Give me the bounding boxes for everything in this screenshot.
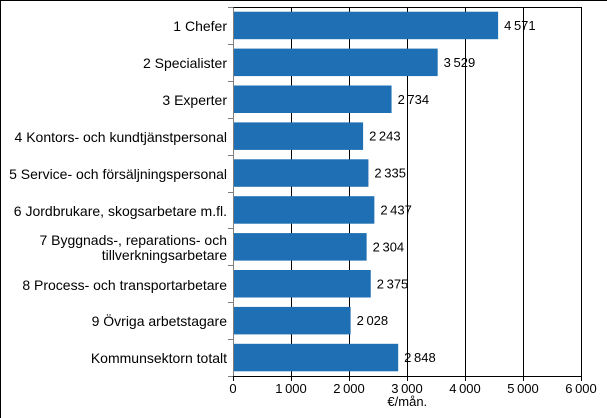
svg-text:5 000: 5 000: [507, 381, 539, 396]
svg-text:3 529: 3 529: [444, 55, 476, 70]
svg-text:2 848: 2 848: [404, 350, 436, 365]
svg-text:2 734: 2 734: [398, 92, 430, 107]
svg-text:2 243: 2 243: [369, 129, 401, 144]
svg-text:2 028: 2 028: [357, 313, 389, 328]
svg-text:2 335: 2 335: [374, 166, 406, 181]
svg-text:4 571: 4 571: [504, 18, 536, 33]
svg-text:0: 0: [229, 381, 236, 396]
svg-text:€/mån.: €/mån.: [387, 394, 427, 409]
svg-text:6 000: 6 000: [565, 381, 597, 396]
svg-text:2 000: 2 000: [333, 381, 365, 396]
svg-text:4 000: 4 000: [449, 381, 481, 396]
svg-text:1 000: 1 000: [275, 381, 307, 396]
svg-text:2 437: 2 437: [380, 202, 412, 217]
svg-text:2 304: 2 304: [373, 239, 405, 254]
svg-text:2 375: 2 375: [377, 276, 409, 291]
